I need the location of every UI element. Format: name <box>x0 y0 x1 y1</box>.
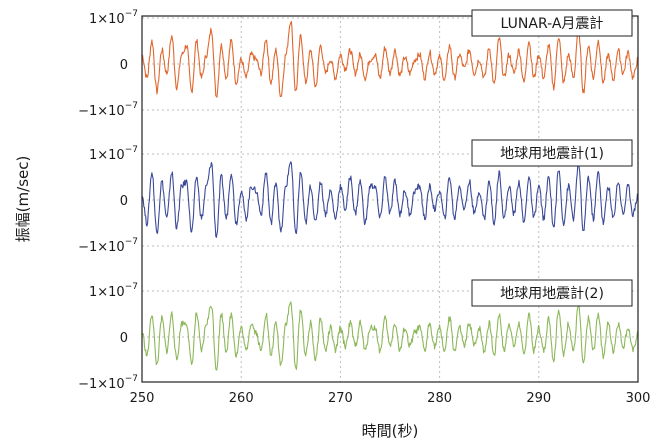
x-tick-label: 270 <box>328 391 353 406</box>
x-tick-label: 280 <box>427 391 452 406</box>
x-tick-label: 250 <box>130 391 155 406</box>
x-tick-label: 260 <box>229 391 254 406</box>
legend-label: 地球用地震計(2) <box>500 286 604 302</box>
legend-label: 地球用地震計(1) <box>500 146 604 162</box>
series-line-1 <box>141 20 639 98</box>
series-line-2 <box>141 160 639 238</box>
series-line-3 <box>141 301 639 371</box>
x-axis-label: 時間(秒) <box>362 422 419 440</box>
y-tick-label: −1×10−7 <box>78 374 138 392</box>
y-tick-label: 1×10−7 <box>89 145 138 163</box>
y-tick-exponent: −7 <box>125 101 138 111</box>
y-tick-exponent: −7 <box>125 145 138 155</box>
y-tick-label: 0 <box>120 331 128 346</box>
y-tick-label: 0 <box>120 194 128 209</box>
x-tick-label: 290 <box>526 391 551 406</box>
y-tick-label: −1×10−7 <box>78 237 138 255</box>
y-tick-label: 1×10−7 <box>89 282 138 300</box>
y-axis-label: 振幅(m/sec) <box>14 156 32 243</box>
tick-labels: 250 260 270 280 290 300 1×10−7 0 −1×10−7 1×10−7 0 −… <box>78 9 650 406</box>
legend-box <box>471 279 633 307</box>
series-layer <box>141 20 639 371</box>
x-tick-label: 300 <box>626 391 651 406</box>
y-tick-exponent: −7 <box>125 374 138 384</box>
y-tick-label: 0 <box>120 58 128 73</box>
y-tick-exponent: −7 <box>125 237 138 247</box>
y-tick-exponent: −7 <box>125 9 138 19</box>
y-tick-label: 1×10−7 <box>89 9 138 27</box>
legend-box <box>471 9 633 37</box>
legend-box <box>471 139 633 167</box>
y-tick-exponent: −7 <box>125 282 138 292</box>
y-tick-label: −1×10−7 <box>78 101 138 119</box>
legend-label: LUNAR-A月震計 <box>501 16 604 32</box>
grid-lines <box>142 16 638 382</box>
plot-frame <box>141 15 639 383</box>
